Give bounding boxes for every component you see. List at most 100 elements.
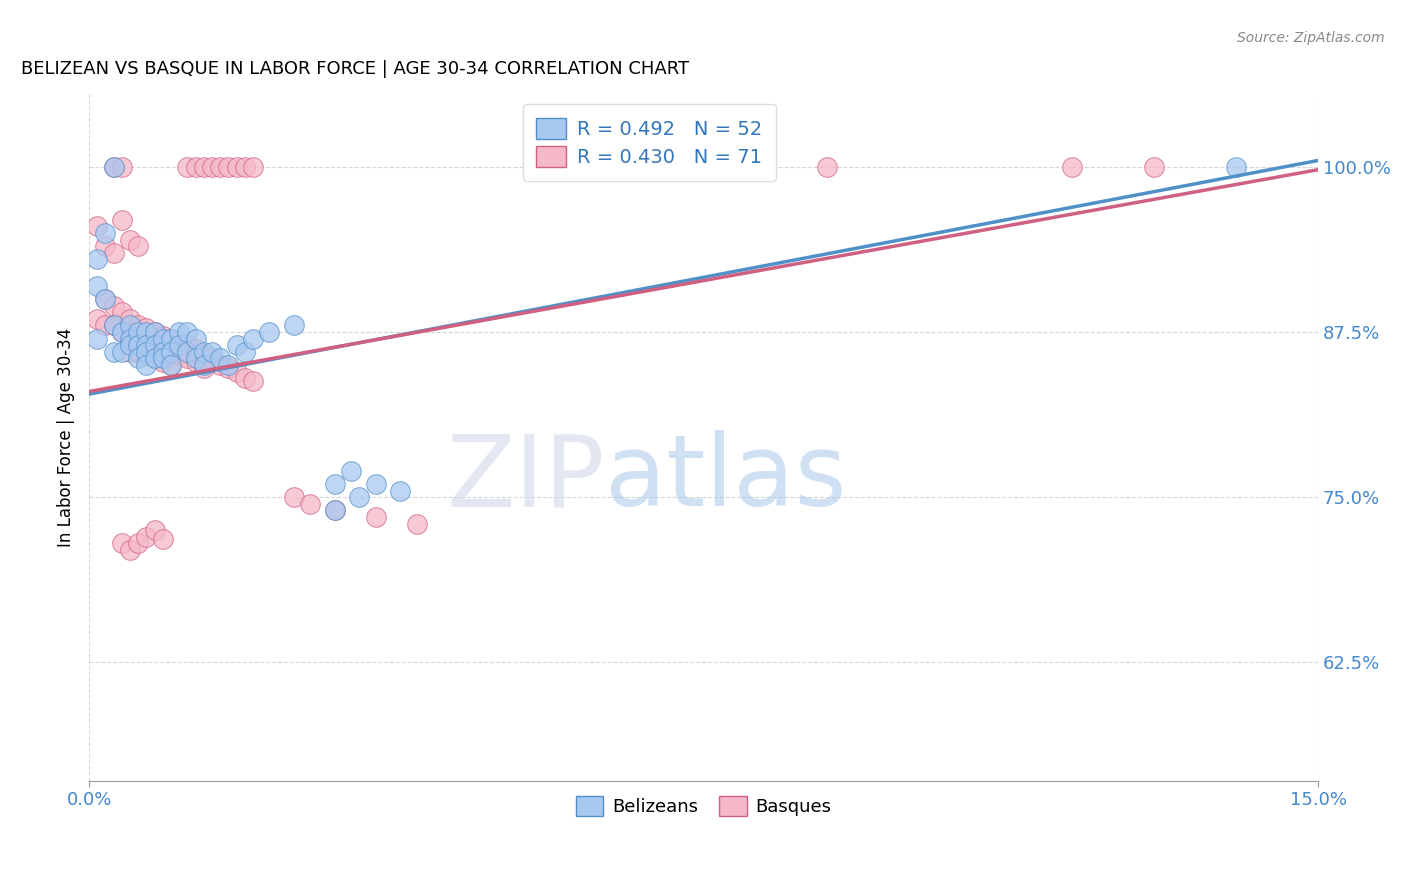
Point [323,503,346,517]
Point [127,338,149,352]
Point [299,497,322,511]
Legend: Belizeans, Basques: Belizeans, Basques [568,789,839,823]
Point [193,160,215,174]
Point [86,332,108,346]
Point [201,160,224,174]
Point [184,332,207,346]
Point [86,219,108,234]
Point [176,344,198,359]
Point [111,325,134,339]
Point [176,351,198,366]
Point [111,344,134,359]
Point [217,160,239,174]
Point [135,347,157,361]
Point [118,344,141,359]
Point [201,344,224,359]
Point [103,318,125,333]
Point [389,483,412,498]
Point [323,477,346,491]
Point [364,510,387,524]
Point [193,358,215,372]
Point [217,358,239,372]
Point [143,325,166,339]
Point [242,332,264,346]
Point [135,344,157,359]
Text: ZIP: ZIP [447,431,605,527]
Point [103,318,125,333]
Point [143,338,166,352]
Point [143,523,166,537]
Point [127,536,149,550]
Point [167,347,190,361]
Point [94,226,117,240]
Point [225,160,247,174]
Point [152,351,174,366]
Point [111,160,134,174]
Point [225,365,247,379]
Point [135,321,157,335]
Point [184,343,207,357]
Point [127,344,149,359]
Point [176,160,198,174]
Point [1062,160,1084,174]
Point [94,292,117,306]
Point [233,344,256,359]
Point [118,318,141,333]
Point [94,292,117,306]
Point [103,245,125,260]
Point [815,160,838,174]
Point [1143,160,1166,174]
Point [193,344,215,359]
Point [152,329,174,343]
Point [111,536,134,550]
Point [160,344,183,359]
Point [176,325,198,339]
Point [111,305,134,319]
Point [152,533,174,547]
Text: Source: ZipAtlas.com: Source: ZipAtlas.com [1237,31,1385,45]
Point [225,338,247,352]
Point [118,543,141,558]
Point [143,351,166,366]
Point [127,332,149,346]
Point [651,160,673,174]
Point [127,325,149,339]
Point [86,278,108,293]
Point [1225,160,1247,174]
Point [94,239,117,253]
Point [86,252,108,267]
Point [193,360,215,375]
Point [209,351,232,366]
Point [242,374,264,388]
Point [118,233,141,247]
Point [184,355,207,369]
Point [103,160,125,174]
Point [143,351,166,366]
Point [118,311,141,326]
Point [259,325,281,339]
Point [209,160,232,174]
Point [143,338,166,352]
Point [152,344,174,359]
Point [340,464,363,478]
Point [111,325,134,339]
Point [233,160,256,174]
Point [94,318,117,333]
Point [209,358,232,372]
Point [118,338,141,352]
Point [176,338,198,352]
Point [127,351,149,366]
Text: atlas: atlas [605,431,846,527]
Point [160,358,183,372]
Point [405,516,427,531]
Point [167,334,190,349]
Point [364,477,387,491]
Point [152,355,174,369]
Point [160,332,183,346]
Point [135,358,157,372]
Point [135,530,157,544]
Point [135,325,157,339]
Point [160,332,183,346]
Point [111,212,134,227]
Point [184,351,207,366]
